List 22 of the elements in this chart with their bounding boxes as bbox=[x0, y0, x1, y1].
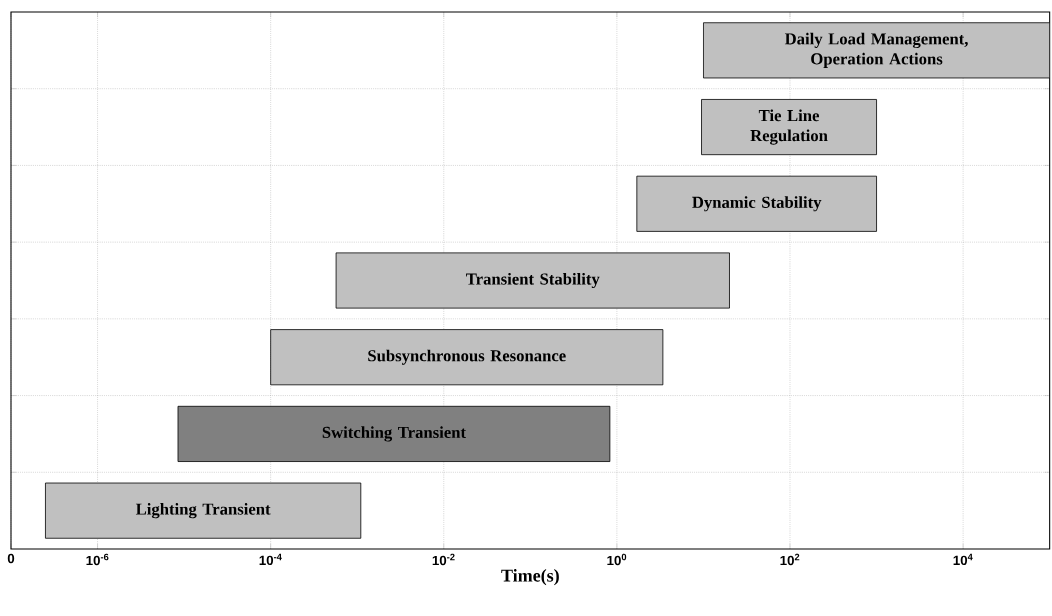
bar bbox=[636, 175, 877, 232]
y-tick-label: Lighting Transient bbox=[135, 502, 271, 519]
y-tick-label: Daily Load Management, Operation Actions bbox=[784, 32, 968, 68]
x-axis-title: Time(s) bbox=[501, 568, 559, 586]
x-tick-label: 10$^{4}$ bbox=[953, 553, 973, 565]
y-tick-label: Subsynchronous Resonance bbox=[368, 349, 566, 365]
x-tick-label: 10$^{-4}$ bbox=[259, 553, 282, 565]
x-tick-label: 10$^{0}$ bbox=[607, 553, 627, 566]
y-tick-label: Switching Transient bbox=[322, 426, 466, 442]
y-tick-label: Transient Stability bbox=[466, 272, 600, 288]
x-tick-label: 10$^{2}$ bbox=[780, 553, 800, 566]
bar bbox=[335, 252, 730, 309]
y-tick-label: Tie Line Regulation bbox=[750, 109, 828, 145]
bar bbox=[703, 22, 1050, 79]
y-tick-label: Dynamic Stability bbox=[692, 196, 822, 212]
bar bbox=[45, 482, 362, 539]
x-tick-label: 10$^{-6}$ bbox=[86, 553, 109, 566]
bar bbox=[270, 329, 664, 386]
x-tick-label: 0 bbox=[7, 553, 15, 563]
bar bbox=[701, 98, 877, 155]
x-tick-label: 10$^{-2}$ bbox=[432, 553, 455, 566]
bar bbox=[177, 405, 611, 462]
